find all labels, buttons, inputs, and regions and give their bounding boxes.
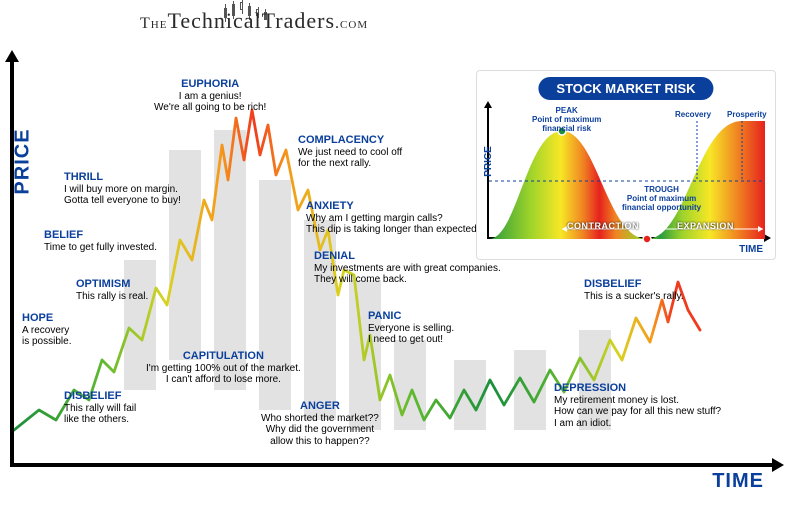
inset-peak: PEAK Point of maximum financial risk (532, 107, 601, 133)
label-capitulation: CAPITULATIONI'm getting 100% out of the … (146, 350, 301, 386)
x-axis-label: TIME (712, 470, 764, 493)
label-denial-text: My investments are with great companies.… (314, 263, 501, 286)
label-disbelief2-title: DISBELIEF (584, 278, 684, 291)
label-anger: ANGERWho shorted the market?? Why did th… (261, 400, 379, 447)
logo-technical: Technical (167, 8, 261, 33)
label-denial-title: DENIAL (314, 250, 501, 263)
label-panic-title: PANIC (368, 310, 454, 323)
label-disbelief1-text: This rally will fail like the others. (64, 403, 136, 426)
label-disbelief1: DISBELIEFThis rally will fail like the o… (64, 390, 136, 426)
inset-trough-text: Point of maximum financial opportunity (622, 195, 701, 213)
label-capitulation-title: CAPITULATION (146, 350, 301, 363)
logo-suffix: .com (335, 15, 368, 32)
inset-svg (477, 71, 777, 261)
label-euphoria: EUPHORIAI am a genius! We're all going t… (154, 78, 266, 114)
label-euphoria-title: EUPHORIA (154, 78, 266, 91)
inset-chart: STOCK MARKET RISK PRICE TIME PEAK Point … (476, 70, 776, 260)
label-panic: PANICEveryone is selling. I need to get … (368, 310, 454, 346)
label-anxiety: ANXIETYWhy am I getting margin calls? Th… (306, 200, 479, 236)
label-hope: HOPEA recovery is possible. (22, 312, 71, 348)
label-belief-text: Time to get fully invested. (44, 242, 157, 253)
label-depression-text: My retirement money is lost. How can we … (554, 395, 721, 429)
label-panic-text: Everyone is selling. I need to get out! (368, 323, 454, 346)
inset-contraction: CONTRACTION (567, 221, 639, 231)
label-optimism-title: OPTIMISM (76, 278, 148, 291)
label-anger-text: Who shorted the market?? Why did the gov… (261, 413, 379, 447)
site-logo: TheTechnicalTraders.com (140, 8, 368, 34)
label-optimism-text: This rally is real. (76, 291, 148, 302)
label-disbelief1-title: DISBELIEF (64, 390, 136, 403)
label-anxiety-title: ANXIETY (306, 200, 479, 213)
label-hope-text: A recovery is possible. (22, 325, 71, 348)
label-depression-title: DEPRESSION (554, 382, 721, 395)
inset-expansion: EXPANSION (677, 221, 734, 231)
label-capitulation-text: I'm getting 100% out of the market. I ca… (146, 363, 301, 386)
label-optimism: OPTIMISMThis rally is real. (76, 278, 148, 302)
label-complacency-title: COMPLACENCY (298, 134, 402, 147)
label-anxiety-text: Why am I getting margin calls? This dip … (306, 213, 479, 236)
label-complacency-text: We just need to cool off for the next ra… (298, 147, 402, 170)
logo-the: The (140, 15, 167, 32)
label-anger-title: ANGER (261, 400, 379, 413)
label-thrill: THRILLI will buy more on margin. Gotta t… (64, 171, 181, 207)
inset-prosperity: Prosperity (727, 111, 767, 120)
inset-trough: TROUGH Point of maximum financial opport… (622, 186, 701, 212)
inset-recovery: Recovery (675, 111, 711, 120)
label-complacency: COMPLACENCYWe just need to cool off for … (298, 134, 402, 170)
x-axis (10, 463, 774, 467)
label-disbelief2: DISBELIEFThis is a sucker's rally. (584, 278, 684, 302)
inset-peak-text: Point of maximum financial risk (532, 116, 601, 134)
label-denial: DENIALMy investments are with great comp… (314, 250, 501, 286)
label-disbelief2-text: This is a sucker's rally. (584, 291, 684, 302)
logo-traders: Traders (262, 8, 335, 33)
label-belief: BELIEFTime to get fully invested. (44, 229, 157, 253)
label-thrill-title: THRILL (64, 171, 181, 184)
label-thrill-text: I will buy more on margin. Gotta tell ev… (64, 184, 181, 207)
label-hope-title: HOPE (22, 312, 71, 325)
label-belief-title: BELIEF (44, 229, 157, 242)
label-depression: DEPRESSIONMy retirement money is lost. H… (554, 382, 721, 429)
label-euphoria-text: I am a genius! We're all going to be ric… (154, 91, 266, 114)
